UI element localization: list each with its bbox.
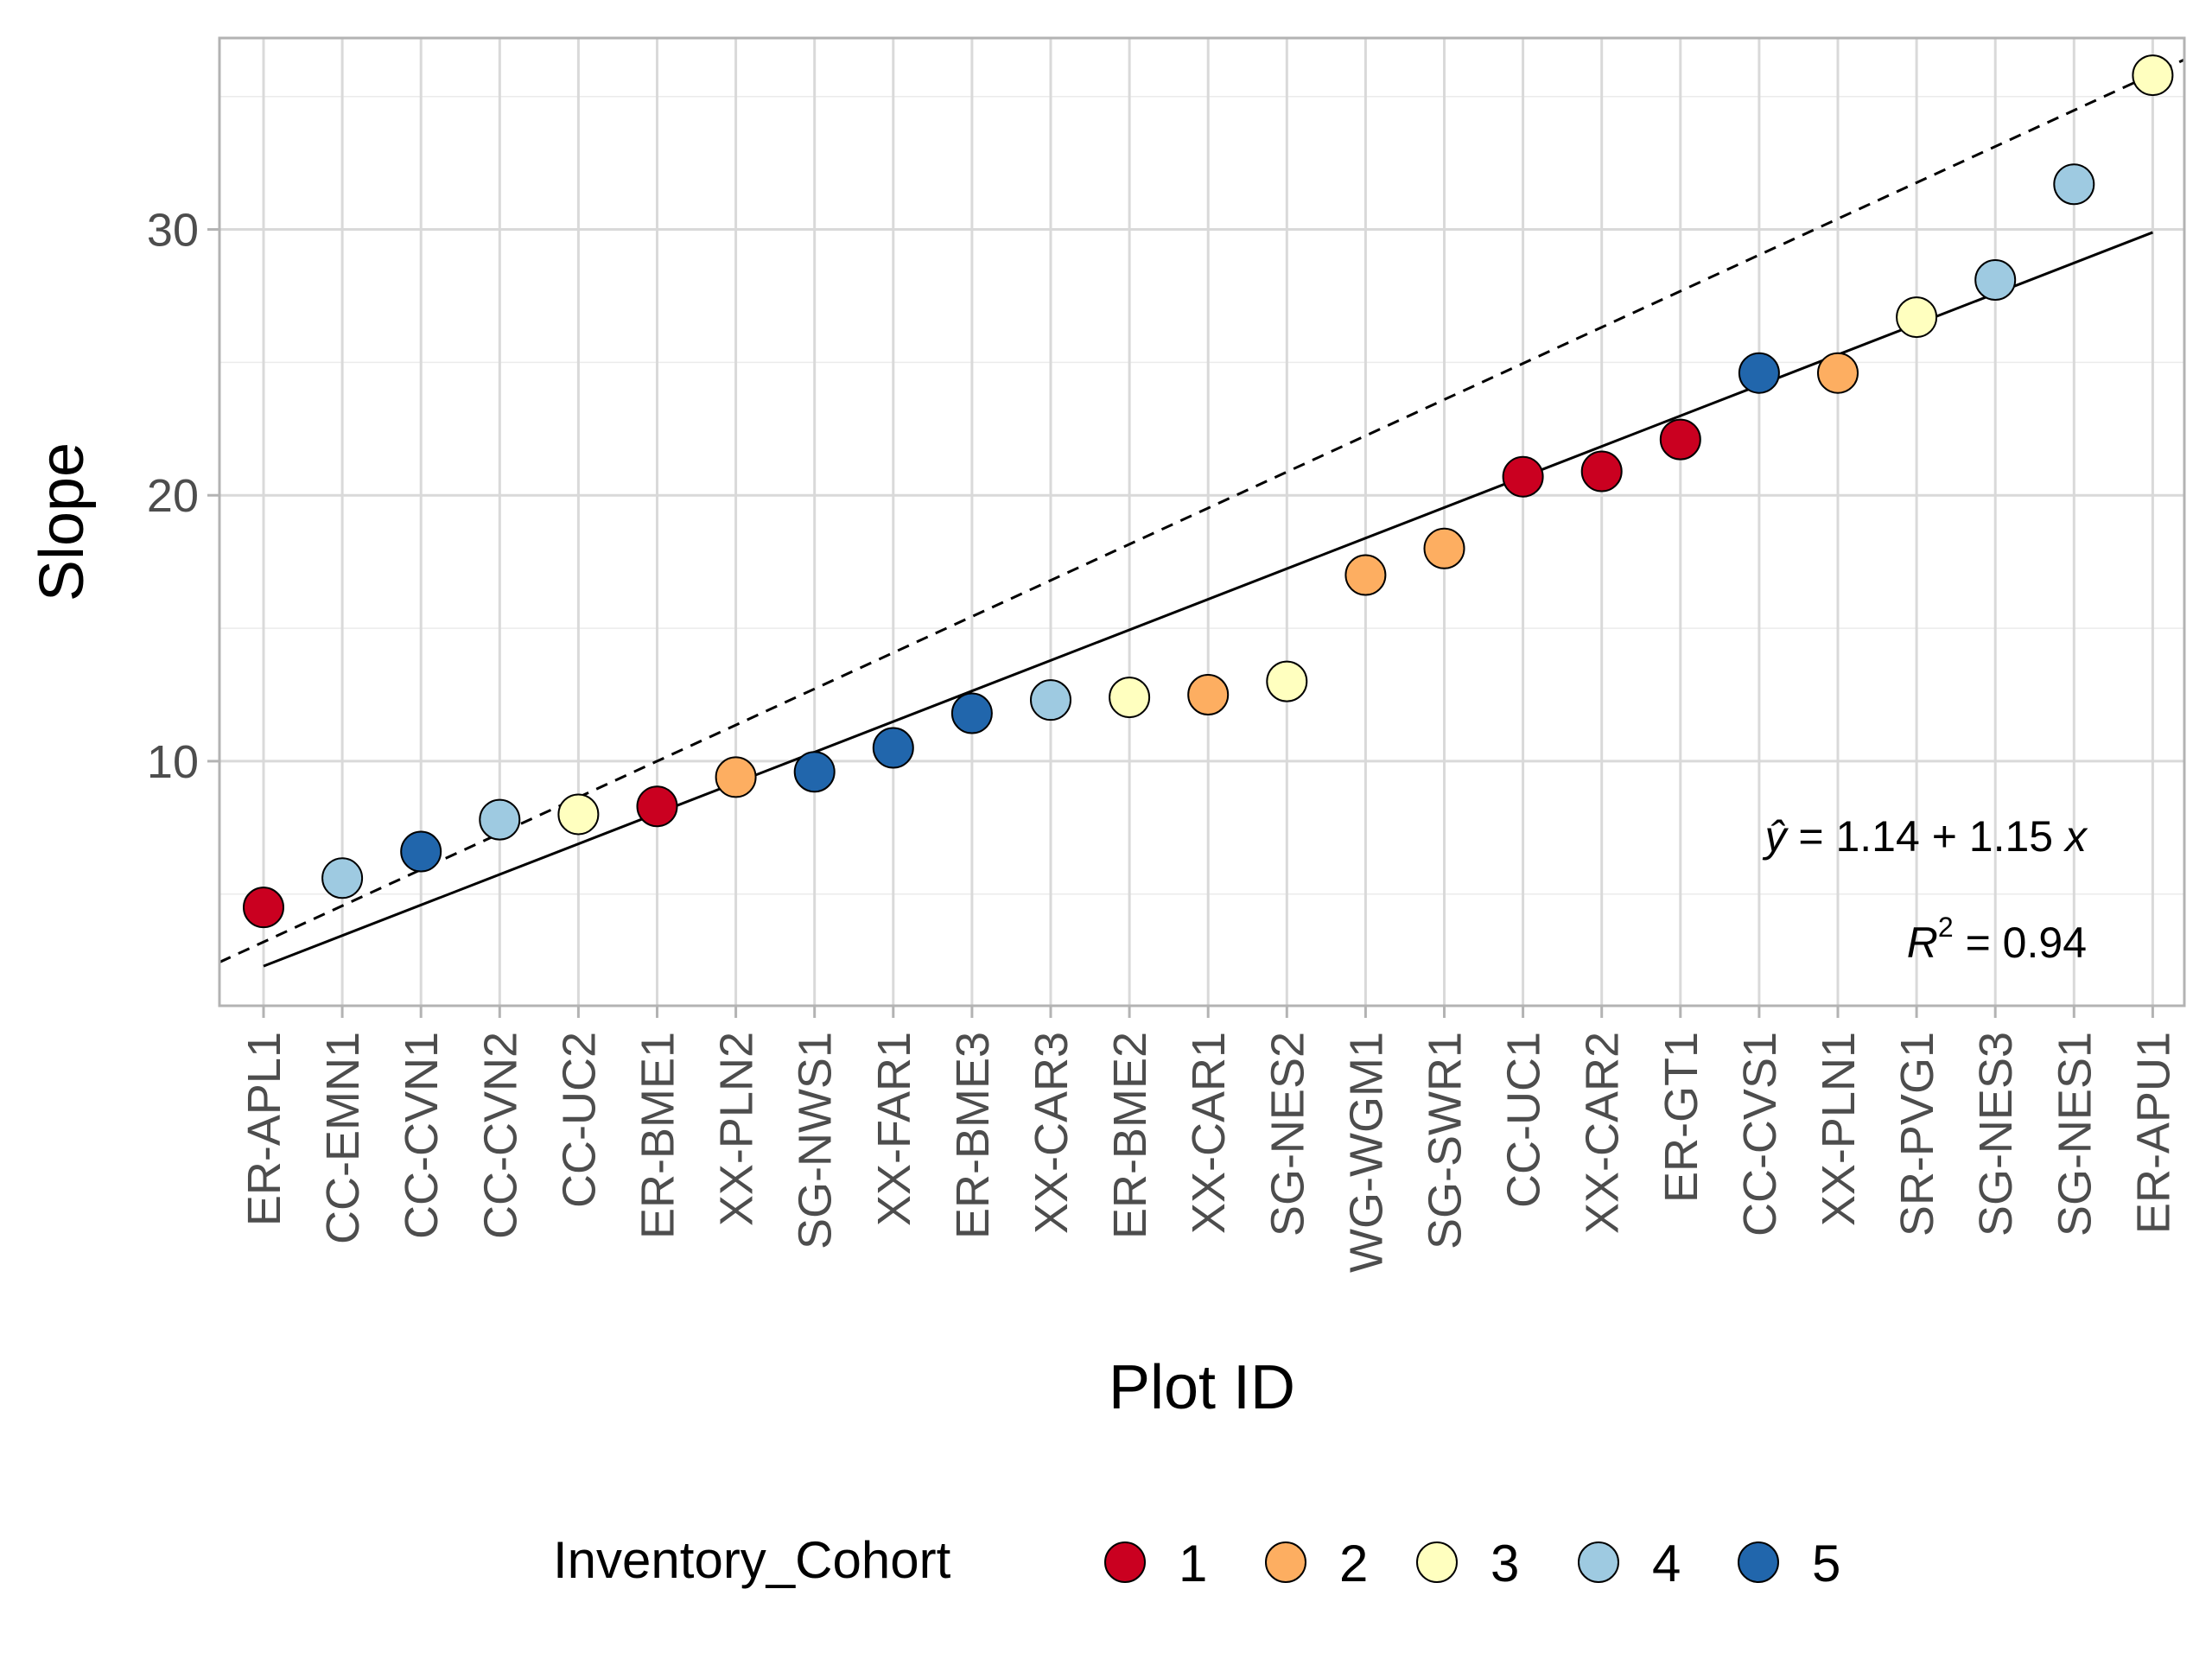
data-point-sr-pvg1	[1896, 296, 1938, 339]
legend-label-3: 3	[1491, 1535, 1519, 1592]
x-tick-label: CC-CVN2	[474, 1032, 526, 1239]
x-tick-label: CC-CVN1	[396, 1032, 448, 1239]
data-points	[243, 54, 2174, 929]
data-point-xx-car1	[1187, 674, 1230, 715]
x-tick-label: XX-CAR1	[1183, 1032, 1235, 1234]
data-point-er-bme3	[950, 692, 993, 734]
x-tick-label: CC-CVS1	[1734, 1032, 1786, 1236]
data-point-wg-wgm1	[1344, 554, 1387, 596]
y-tick-label: 30	[147, 205, 199, 257]
data-point-cc-emn1	[321, 857, 364, 899]
plot-panel-border	[218, 36, 2186, 1007]
data-point-sg-nes3	[1974, 259, 2017, 301]
x-tick-label: XX-PLN1	[1813, 1032, 1865, 1226]
data-point-cc-cvn2	[479, 798, 521, 841]
data-point-cc-uc1	[1502, 455, 1544, 498]
r2-symbol: R	[1907, 918, 1938, 967]
data-point-xx-pln2	[715, 756, 757, 798]
data-point-xx-car2	[1580, 450, 1623, 493]
data-point-er-bme1	[636, 785, 678, 828]
data-point-sg-nes1	[2053, 163, 2095, 206]
x-tick-label: ER-APL1	[238, 1032, 290, 1226]
x-axis-title: Plot ID	[1109, 1353, 1295, 1422]
legend-label-1: 1	[1179, 1535, 1207, 1592]
data-point-er-apu1	[2132, 54, 2174, 97]
x-tick-label: SG-NES1	[2049, 1032, 2101, 1236]
data-point-xx-far1	[872, 727, 914, 769]
reference-line	[219, 58, 2185, 963]
x-tick-label: WG-WGM1	[1340, 1032, 1392, 1273]
minor-gridlines	[219, 95, 2184, 895]
data-point-xx-car3	[1030, 679, 1071, 721]
x-tick-label: XX-PLN2	[711, 1032, 763, 1226]
legend-key-5	[1738, 1541, 1779, 1583]
x-tick-label: CC-UC1	[1498, 1032, 1550, 1208]
x-tick-label: ER-BME3	[947, 1032, 999, 1239]
y-axis: 10 20 30	[147, 205, 219, 788]
data-point-cc-cvs1	[1738, 352, 1780, 394]
x-tick-label: SG-NES3	[1970, 1032, 2022, 1236]
legend-key-4	[1578, 1541, 1619, 1583]
x-tick-label: SR-PVG1	[1891, 1032, 1943, 1236]
data-point-cc-uc2	[557, 793, 600, 836]
major-gridlines	[219, 38, 2184, 1006]
r-squared: R2 = 0.94	[1907, 912, 2087, 967]
regression-equation: ŷ = 1.14 + 1.15 x	[1763, 812, 2089, 861]
x-axis: ER-APL1 CC-EMN1 CC-CVN1 CC-CVN2 CC-UC2 ER-BME…	[238, 1006, 2179, 1273]
data-point-xx-pln1	[1817, 352, 1859, 394]
data-point-sg-nws1	[793, 751, 836, 793]
x-tick-label: XX-FAR1	[868, 1032, 920, 1226]
x-tick-label: SG-SWR1	[1420, 1032, 1471, 1249]
yhat-symbol: ŷ	[1763, 812, 1789, 861]
x-tick-label: SG-NWS1	[790, 1032, 842, 1249]
legend-title: Inventory_Cohort	[553, 1531, 951, 1589]
legend-label-5: 5	[1812, 1535, 1840, 1592]
legend-label-4: 4	[1652, 1535, 1681, 1592]
equation-text: = 1.14 + 1.15	[1787, 812, 2066, 861]
data-point-er-apl1	[243, 887, 284, 929]
x-tick-label: ER-BME1	[632, 1032, 684, 1239]
data-point-cc-cvn1	[400, 830, 442, 873]
legend-label-2: 2	[1339, 1535, 1368, 1592]
r2-superscript: 2	[1938, 912, 1954, 943]
y-axis-title: Slope	[28, 442, 97, 601]
x-tick-label: XX-CAR3	[1026, 1032, 1077, 1234]
x-tick-label: ER-APU1	[2127, 1032, 2179, 1234]
data-point-er-bme2	[1109, 677, 1151, 719]
legend: Inventory_Cohort 1 2 3 4 5	[553, 1531, 1840, 1592]
legend-key-2	[1265, 1541, 1306, 1583]
r2-value: = 0.94	[1954, 918, 2087, 967]
data-point-er-gt1	[1659, 418, 1701, 461]
legend-key-3	[1416, 1541, 1458, 1583]
y-tick-label: 20	[147, 470, 199, 522]
x-tick-label: SG-NES2	[1262, 1032, 1313, 1236]
x-tick-label: ER-GT1	[1656, 1032, 1707, 1203]
data-point-sg-swr1	[1423, 527, 1465, 569]
data-point-sg-nes2	[1266, 660, 1308, 702]
legend-key-1	[1104, 1541, 1146, 1583]
equation-x-variable: x	[2063, 812, 2088, 861]
x-tick-label: XX-CAR2	[1577, 1032, 1629, 1234]
y-tick-label: 10	[147, 736, 199, 788]
x-tick-label: CC-UC2	[553, 1032, 605, 1208]
legend-items: 1 2 3 4 5	[1104, 1535, 1840, 1592]
x-tick-label: ER-BME2	[1104, 1032, 1156, 1239]
x-tick-label: CC-EMN1	[317, 1032, 369, 1244]
